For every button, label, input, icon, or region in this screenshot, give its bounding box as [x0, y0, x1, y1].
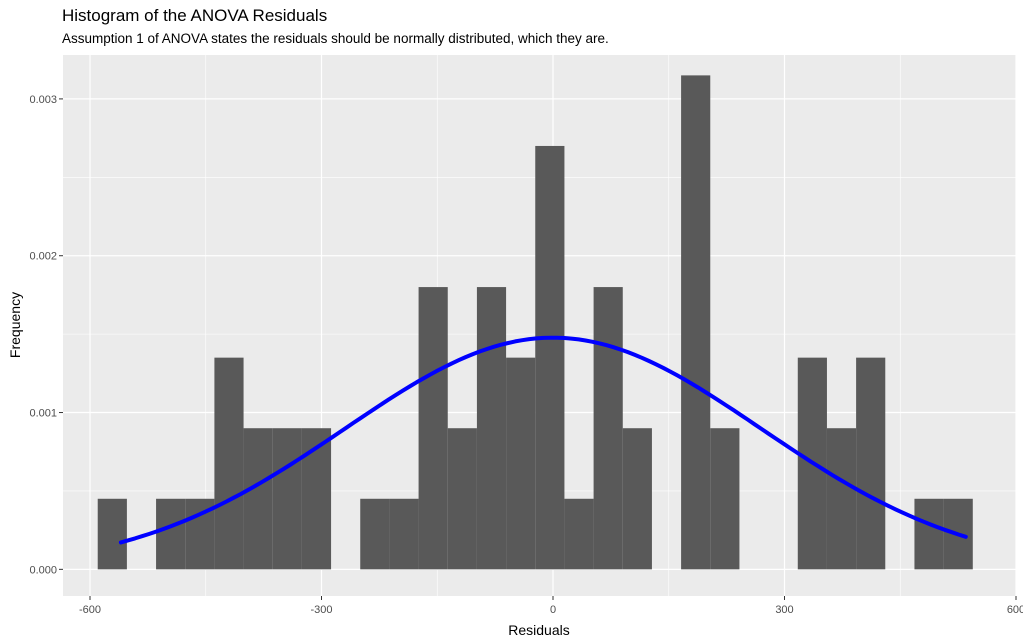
histogram-bar	[535, 145, 565, 570]
normal-curve	[118, 335, 968, 545]
x-tick-label: -300	[310, 604, 332, 616]
histogram-bar	[156, 498, 186, 570]
x-axis-ticks: -600 -300 0 300 600	[79, 596, 1023, 616]
histogram-bar	[564, 498, 594, 570]
y-tick-label: 0.002	[29, 251, 57, 263]
histogram-bars	[97, 75, 973, 570]
histogram-bar	[710, 428, 740, 570]
histogram-bar	[243, 428, 273, 570]
histogram-bar	[856, 357, 886, 570]
histogram-bar	[97, 498, 127, 570]
x-tick-label: -600	[79, 604, 101, 616]
chart-subtitle: Assumption 1 of ANOVA states the residua…	[62, 31, 609, 46]
y-tick-label: 0.001	[29, 408, 57, 420]
histogram-bar	[914, 498, 944, 570]
histogram-bar	[681, 75, 711, 570]
x-axis-title: Residuals	[508, 622, 569, 638]
y-axis-title: Frequency	[7, 292, 23, 358]
y-axis-ticks: 0.000 0.001 0.002 0.003	[29, 94, 63, 576]
x-tick-label: 600	[1007, 604, 1023, 616]
x-tick-label: 0	[550, 604, 556, 616]
histogram-bar	[593, 287, 623, 570]
histogram-bar	[476, 287, 507, 570]
histogram-bar	[418, 287, 448, 570]
histogram-bar	[389, 498, 419, 570]
histogram-bar	[826, 428, 857, 570]
y-tick-label: 0.000	[29, 564, 57, 576]
histogram-bar	[360, 498, 390, 570]
y-tick-label: 0.003	[29, 94, 57, 106]
histogram-bar	[214, 357, 244, 570]
histogram-bar	[272, 428, 302, 570]
histogram-bar	[506, 357, 536, 570]
chart-title: Histogram of the ANOVA Residuals	[62, 6, 328, 25]
histogram-bar	[447, 428, 477, 570]
histogram-bar	[622, 428, 652, 570]
x-tick-label: 300	[775, 604, 793, 616]
